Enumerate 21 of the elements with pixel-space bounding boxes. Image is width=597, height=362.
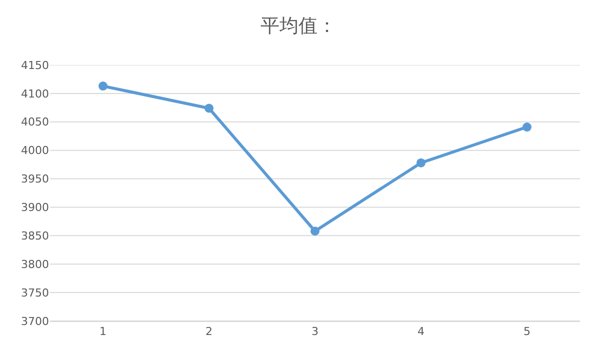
- point: [416, 158, 426, 168]
- x-tick-label: 5: [524, 325, 530, 338]
- y-tick-label: 3800: [21, 258, 49, 271]
- y-tick-label: 4050: [21, 116, 49, 129]
- y-tick-label: 4000: [21, 144, 49, 158]
- y-tick-label: 3950: [21, 172, 49, 186]
- y-tick-label: 3900: [21, 201, 49, 214]
- chart-title: 平均值：: [260, 14, 336, 37]
- x-tick-label: 3: [312, 325, 318, 338]
- point: [204, 104, 214, 113]
- y-tick-label: 4100: [21, 87, 49, 100]
- y-tick-label: 3700: [21, 314, 49, 328]
- x-tick-label: 4: [418, 325, 424, 338]
- point: [98, 82, 108, 91]
- y-tick-label: 4150: [21, 58, 49, 72]
- y-tick-label: 3750: [21, 286, 49, 300]
- y-tick-label: 3850: [21, 230, 49, 243]
- point: [522, 122, 532, 132]
- x-tick-label: 2: [206, 325, 212, 338]
- point: [310, 226, 320, 236]
- x-tick-label: 1: [100, 325, 106, 338]
